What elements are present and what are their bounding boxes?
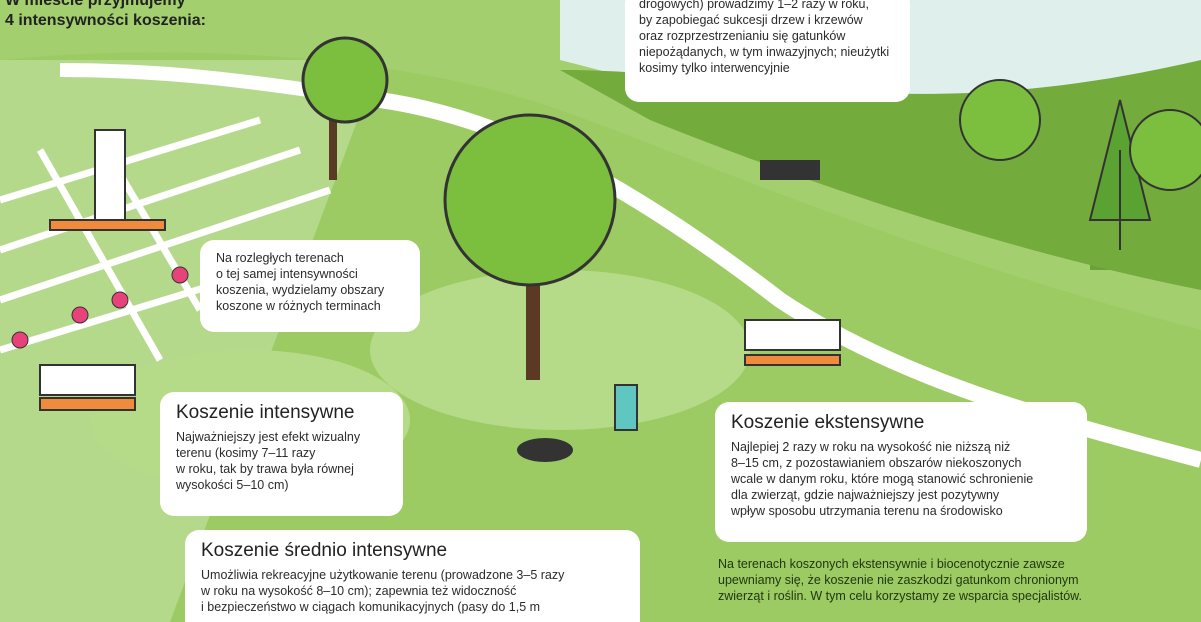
text-line: 8–15 cm, z pozostawianiem obszarów nieko… [731, 455, 1071, 471]
text-line: Najważniejszy jest efekt wizualny [176, 429, 387, 445]
section-card: Koszenie średnio intensywne Umożliwia rek… [185, 530, 640, 622]
section-card: Koszenie ekstensywne Najlepiej 2 razy w r… [715, 402, 1087, 542]
infographic: W mieście przyjmujemy4 intensywności kos… [0, 0, 1201, 622]
text-line: Umożliwia rekreacyjne użytkowanie terenu… [201, 567, 624, 583]
text-line: niepożądanych, w tym inwazyjnych; nieuży… [639, 44, 896, 60]
note: Na terenach koszonych ekstensywnie i bio… [718, 556, 1082, 604]
text-line: Na rozległych terenach [216, 250, 404, 266]
text-line: Na terenach koszonych ekstensywnie i bio… [718, 556, 1082, 572]
text-line: wysokości 5–10 cm) [176, 477, 387, 493]
text-line: drogowych) prowadzimy 1–2 razy w roku, [639, 0, 896, 12]
text-line: kosimy tylko interwencyjnie [639, 60, 896, 76]
text-line: wpływ sposobu utrzymania terenu na środo… [731, 503, 1071, 519]
text-line: upewniamy się, że koszenie nie zaszkodzi… [718, 572, 1082, 588]
text-line: w roku na wysokość 8–10 cm); zapewnia te… [201, 583, 624, 599]
text-line: wcale w danym roku, które mogą stanowić … [731, 471, 1071, 487]
section-title: Koszenie średnio intensywne [201, 540, 624, 562]
text-line: by zapobiegać sukcesji drzew i krzewów [639, 12, 896, 28]
text-line: i bezpieczeństwo w ciągach komunikacyjny… [201, 599, 624, 615]
text-line: terenu (kosimy 7–11 razy [176, 445, 387, 461]
text-line: w roku, tak by trawa była równej [176, 461, 387, 477]
section-title: Koszenie intensywne [176, 402, 387, 424]
callout: drogowych) prowadzimy 1–2 razy w roku,by… [625, 0, 910, 102]
text-line: zwierząt i roślin. W tym celu korzystamy… [718, 588, 1082, 604]
text-line: o tej samej intensywności [216, 266, 404, 282]
text-line: dla zwierząt, gdzie najważniejszy jest p… [731, 487, 1071, 503]
text-line: koszenia, wydzielamy obszary [216, 282, 404, 298]
text-line: koszone w różnych terminach [216, 298, 404, 314]
text-line: Najlepiej 2 razy w roku na wysokość nie … [731, 439, 1071, 455]
text-line: oraz rozprzestrzenianiu się gatunków [639, 28, 896, 44]
text-line: W mieście przyjmujemy [5, 0, 206, 11]
text-line: 4 intensywności koszenia: [5, 11, 206, 31]
section-card: Koszenie intensywne Najważniejszy jest ef… [160, 392, 403, 516]
section-title: Koszenie ekstensywne [731, 412, 1071, 434]
